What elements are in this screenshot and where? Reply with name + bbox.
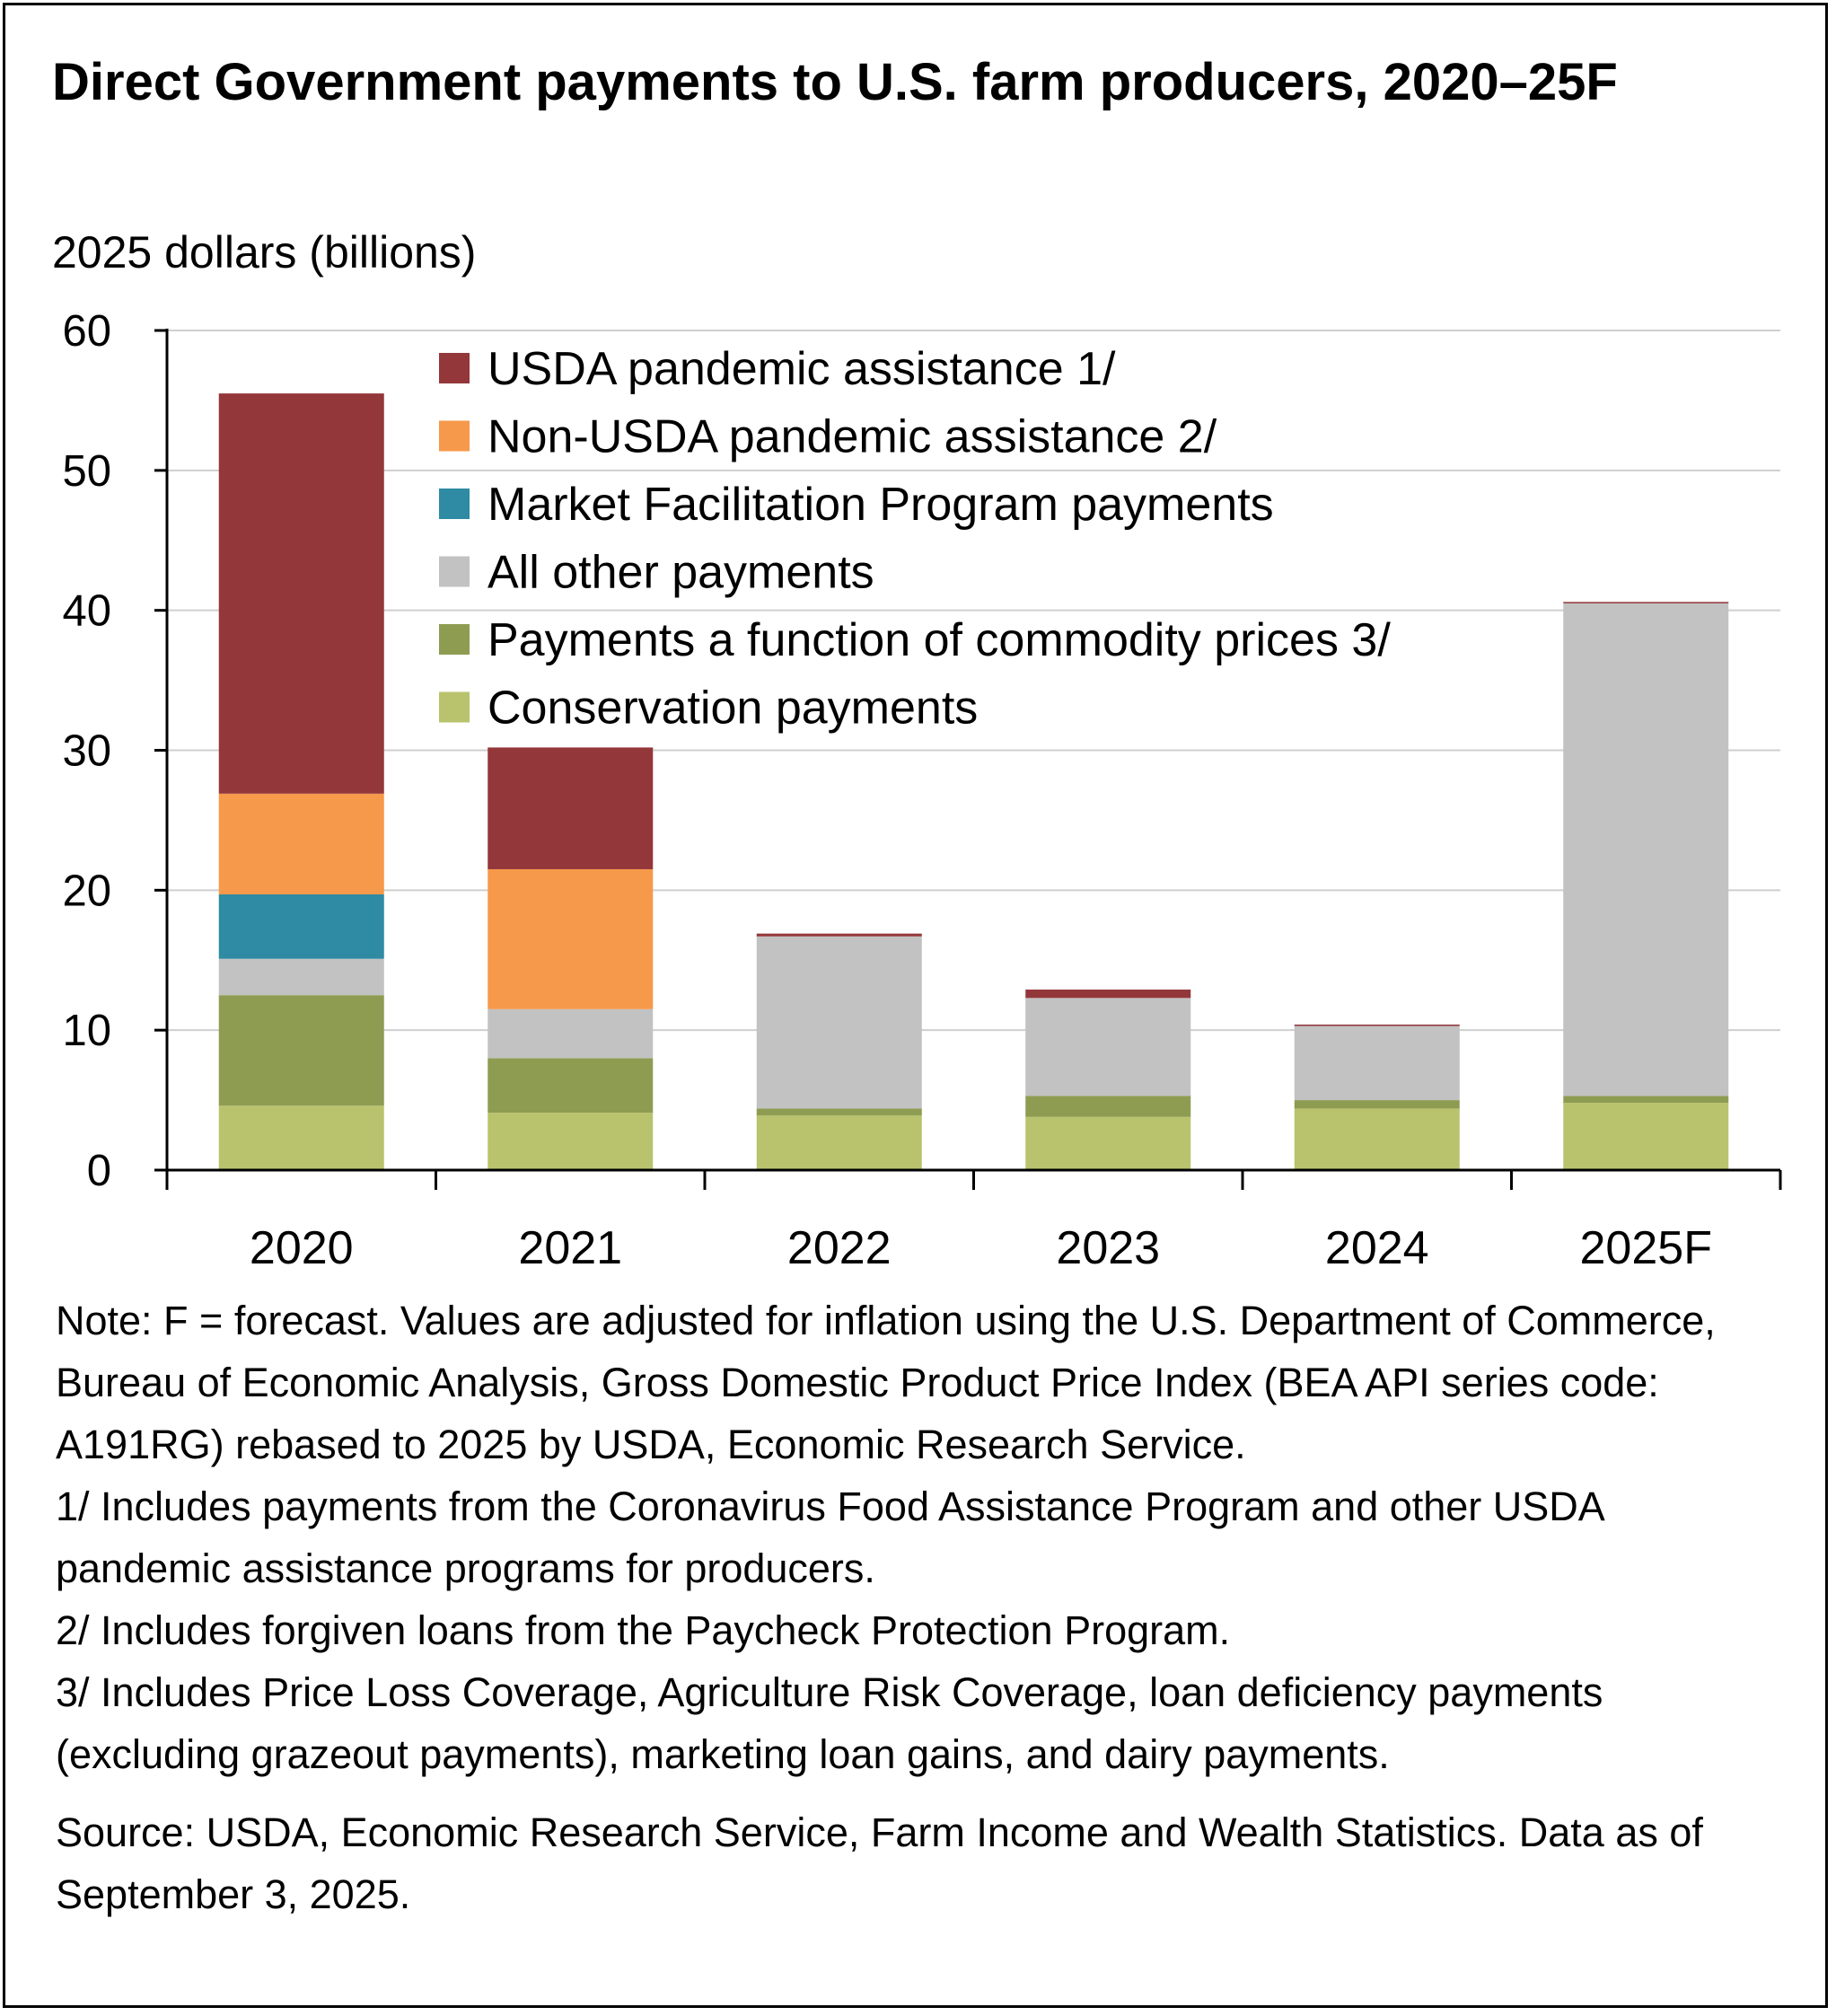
bar-segment (756, 933, 922, 937)
bar-segment (218, 1105, 384, 1170)
bar-segment (1025, 998, 1191, 1096)
note-2: 2/ Includes forgiven loans from the Payc… (56, 1607, 1231, 1653)
source-note: Source: USDA, Economic Research Service,… (56, 1809, 1703, 1917)
legend-swatch (439, 353, 470, 383)
y-tick-label: 40 (62, 587, 111, 636)
x-tick-label: 2020 (250, 1222, 354, 1274)
chart-frame (3, 3, 1828, 2008)
bar-segment (756, 1115, 922, 1170)
legend-label: All other payments (488, 547, 874, 599)
legend-swatch (439, 420, 470, 452)
legend-label: Market Facilitation Program payments (488, 479, 1274, 531)
x-tick-label: 2024 (1325, 1222, 1429, 1274)
x-tick-label: 2023 (1056, 1222, 1160, 1274)
bar-segment (218, 958, 384, 996)
legend-label: Non-USDA pandemic assistance 2/ (488, 411, 1217, 463)
y-tick-label: 60 (62, 307, 111, 356)
chart-title: Direct Government payments to U.S. farm … (52, 53, 1618, 111)
bar-segment (488, 868, 654, 1009)
bar-segment (1025, 1116, 1191, 1170)
x-tick-label: 2021 (518, 1222, 622, 1274)
bar-segment (218, 793, 384, 895)
note-3: 3/ Includes Price Loss Coverage, Agricul… (56, 1669, 1603, 1777)
bar-segment (488, 1058, 654, 1114)
bar-segment (1563, 1096, 1729, 1104)
bar-segment (218, 995, 384, 1106)
legend-swatch (439, 556, 470, 587)
bar-segment (1294, 1100, 1460, 1109)
bar-segment (1025, 1096, 1191, 1117)
bar-segment (218, 894, 384, 959)
y-tick-label: 0 (87, 1147, 111, 1195)
chart-notes: Note: F = forecast. Values are adjusted … (56, 1290, 1788, 1925)
bar-segment (488, 747, 654, 869)
note-1: 1/ Includes payments from the Coronaviru… (56, 1483, 1603, 1591)
y-tick-label: 10 (62, 1007, 111, 1055)
bar-segment (218, 393, 384, 794)
bar-segment (1294, 1024, 1460, 1026)
y-tick-label: 30 (62, 727, 111, 776)
bar-segment (1294, 1108, 1460, 1170)
legend-label: Payments a function of commodity prices … (488, 614, 1391, 666)
bar-segment (1294, 1026, 1460, 1101)
legend-label: Conservation payments (488, 682, 978, 735)
legend-label: USDA pandemic assistance 1/ (488, 343, 1116, 395)
legend-swatch (439, 624, 470, 655)
x-tick-label: 2022 (787, 1222, 892, 1274)
bar-segment (756, 936, 922, 1109)
y-tick-label: 20 (62, 867, 111, 915)
stacked-bar-chart: 0 10 20 30 40 50 60 2020 2021 2022 2023 2024 2025F US… (62, 307, 1782, 1274)
legend-swatch (439, 489, 470, 519)
bar-segment (1563, 603, 1729, 1096)
bar-segment (488, 1008, 654, 1059)
bar-segment (488, 1113, 654, 1170)
bar-segment (1563, 602, 1729, 603)
bar-segment (1025, 989, 1191, 999)
y-tick-label: 50 (62, 447, 111, 496)
bar-segment (1563, 1103, 1729, 1170)
bar-segment (756, 1108, 922, 1116)
x-tick-label: 2025F (1580, 1222, 1712, 1274)
legend-swatch (439, 691, 470, 723)
note-inflation: Note: F = forecast. Values are adjusted … (56, 1298, 1716, 1467)
y-axis-unit-label: 2025 dollars (billions) (52, 227, 477, 277)
